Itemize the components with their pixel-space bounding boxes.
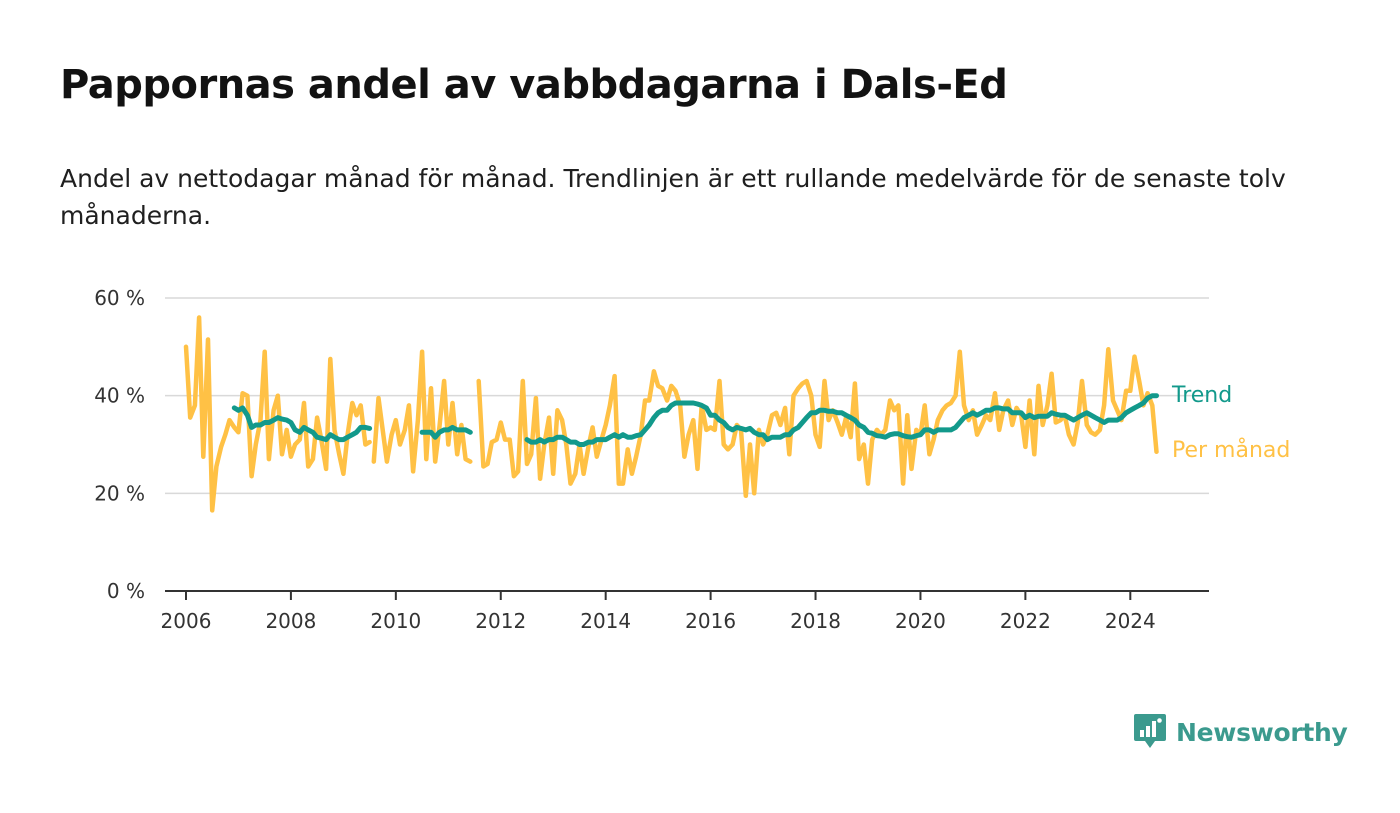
x-tick-label: 2024 (1105, 609, 1156, 633)
chart-title: Pappornas andel av vabbdagarna i Dals-Ed (60, 62, 1008, 108)
newsworthy-logo-icon (1134, 714, 1166, 748)
grid-lines (165, 297, 1209, 495)
x-tick-label: 2008 (265, 609, 316, 633)
brand-logo[interactable]: Newsworthy (1133, 712, 1348, 752)
y-tick-label: 0 % (107, 579, 145, 603)
x-tick-label: 2014 (580, 609, 631, 633)
y-tick-label: 20 % (94, 481, 145, 505)
line-chart: 0 % 20 % 40 % 60 % 2006 2008 2010 2012 2014 2016… (94, 286, 1290, 633)
x-tick-label: 2022 (1000, 609, 1051, 633)
y-tick-label: 60 % (94, 286, 145, 310)
chart-subtitle: Andel av nettodagar månad för månad. Tre… (60, 164, 1286, 230)
trend-label: Trend (1171, 383, 1232, 408)
y-axis-tick-labels: 0 % 20 % 40 % 60 % (94, 286, 145, 603)
brand-name: Newsworthy (1176, 717, 1348, 747)
x-tick-label: 2006 (161, 609, 212, 633)
x-axis-ticks: 2006 2008 2010 2012 2014 2016 2018 2020 2022 2024 (161, 591, 1156, 633)
series-labels: Trend Per månad (1171, 383, 1290, 463)
x-tick-label: 2016 (685, 609, 736, 633)
x-tick-label: 2020 (895, 609, 946, 633)
series-line-per-manad (183, 315, 1159, 513)
series-lines (183, 315, 1159, 513)
series-line-trend (231, 393, 1159, 447)
y-tick-label: 40 % (94, 384, 145, 408)
x-tick-label: 2018 (790, 609, 841, 633)
x-tick-label: 2012 (475, 609, 526, 633)
x-tick-label: 2010 (370, 609, 421, 633)
per-manad-label: Per månad (1172, 437, 1290, 463)
